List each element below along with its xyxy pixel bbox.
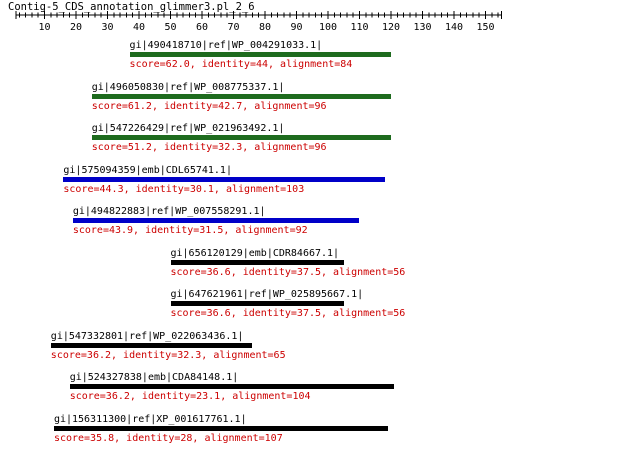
ruler-tick-label: 20 bbox=[69, 22, 83, 33]
hit-accession-label[interactable]: gi|547226429|ref|WP_021963492.1| bbox=[91, 123, 285, 134]
hit-score-text: score=36.2, identity=32.3, alignment=65 bbox=[50, 349, 286, 361]
ruler-tick-label: 60 bbox=[195, 22, 209, 33]
hit-alignment-bar[interactable] bbox=[69, 384, 395, 389]
position-ruler bbox=[15, 11, 502, 19]
sequence-title: Contig-5_CDS_annotation_glimmer3.pl_2_6 bbox=[8, 1, 255, 13]
hit-accession-label[interactable]: gi|524327838|emb|CDA84148.1| bbox=[69, 372, 239, 383]
ruler-tick-label: 70 bbox=[227, 22, 240, 33]
hit-alignment-bar[interactable] bbox=[170, 301, 344, 306]
ruler-tick-label: 140 bbox=[444, 22, 464, 33]
ruler-tick-label: 10 bbox=[38, 22, 51, 33]
hit-accession-label[interactable]: gi|575094359|emb|CDL65741.1| bbox=[63, 164, 232, 176]
hit-accession-label[interactable]: gi|156311300|ref|XP_001617761.1| bbox=[53, 413, 247, 425]
hit-score-text: score=36.2, identity=23.1, alignment=104 bbox=[69, 391, 311, 402]
ruler-tick-label: 150 bbox=[476, 22, 495, 33]
hit-alignment-bar[interactable] bbox=[91, 93, 391, 99]
ruler-tick-label: 120 bbox=[381, 22, 401, 33]
hit-alignment-bar[interactable] bbox=[50, 342, 253, 348]
hit-alignment-bar[interactable] bbox=[63, 176, 385, 182]
hit-alignment-bar[interactable] bbox=[53, 425, 388, 431]
hit-accession-label[interactable]: gi|494822883|ref|WP_007558291.1| bbox=[72, 206, 266, 217]
ruler-tick-label: 30 bbox=[101, 22, 114, 33]
hit-score-text: score=43.9, identity=31.5, alignment=92 bbox=[72, 225, 308, 236]
hit-accession-label[interactable]: gi|647621961|ref|WP_025895667.1| bbox=[170, 289, 364, 300]
hit-accession-label[interactable]: gi|656120129|emb|CDR84667.1| bbox=[170, 247, 340, 259]
ruler-tick-label: 100 bbox=[318, 22, 338, 33]
hit-alignment-bar[interactable] bbox=[129, 52, 391, 57]
hit-accession-label[interactable]: gi|547332801|ref|WP_022063436.1| bbox=[50, 330, 244, 342]
hit-alignment-bar[interactable] bbox=[91, 135, 391, 140]
ruler-tick-label: 90 bbox=[290, 22, 303, 33]
ruler-tick-label: 110 bbox=[350, 22, 369, 33]
hit-score-text: score=36.6, identity=37.5, alignment=56 bbox=[170, 308, 406, 319]
ruler-tick-label: 130 bbox=[413, 22, 432, 33]
hit-alignment-bar[interactable] bbox=[170, 259, 344, 265]
hit-alignment-bar[interactable] bbox=[72, 218, 360, 223]
hit-score-text: score=61.2, identity=42.7, alignment=96 bbox=[91, 100, 327, 112]
ruler-tick-label: 80 bbox=[258, 22, 272, 33]
hit-score-text: score=62.0, identity=44, alignment=84 bbox=[129, 59, 353, 70]
hit-accession-label[interactable]: gi|490418710|ref|WP_004291033.1| bbox=[129, 40, 323, 51]
hit-score-text: score=35.8, identity=28, alignment=107 bbox=[53, 432, 283, 444]
hit-score-text: score=36.6, identity=37.5, alignment=56 bbox=[170, 266, 406, 278]
ruler-tick-label: 40 bbox=[132, 22, 146, 33]
hit-score-text: score=44.3, identity=30.1, alignment=103 bbox=[63, 183, 305, 195]
hit-score-text: score=51.2, identity=32.3, alignment=96 bbox=[91, 142, 327, 153]
ruler-tick-label: 50 bbox=[164, 22, 177, 33]
hit-accession-label[interactable]: gi|496050830|ref|WP_008775337.1| bbox=[91, 81, 285, 93]
